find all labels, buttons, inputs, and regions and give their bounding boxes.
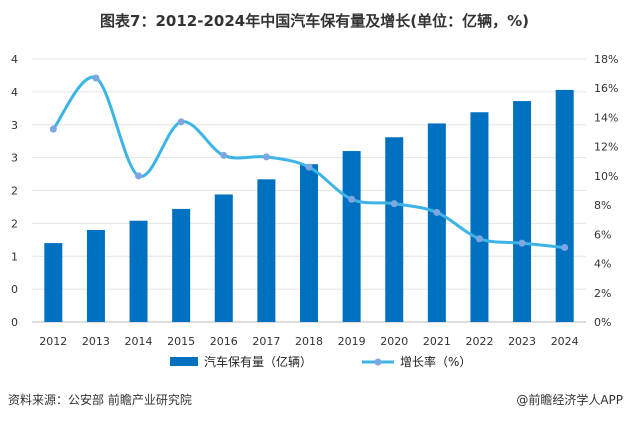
growth-point-2021 [433, 208, 441, 216]
growth-point-2023 [518, 239, 526, 247]
right-tick-label: 12% [594, 141, 618, 154]
x-tick-label: 2017 [252, 335, 280, 348]
bar-2024 [555, 89, 574, 322]
x-tick-label: 2021 [423, 335, 451, 348]
legend-bar-swatch [170, 357, 198, 366]
bar-2018 [300, 164, 318, 322]
x-tick-label: 2019 [338, 335, 366, 348]
x-tick-label: 2013 [82, 335, 110, 348]
growth-point-2016 [220, 151, 228, 159]
legend-line-label: 增长率（%） [400, 355, 472, 369]
chart-title: 图表7：2012-2024年中国汽车保有量及增长(单位：亿辆，%) [100, 12, 529, 30]
x-tick-label: 2016 [210, 335, 238, 348]
right-tick-label: 8% [594, 199, 611, 212]
x-tick-label: 2018 [295, 335, 323, 348]
growth-point-2014 [135, 172, 143, 180]
x-tick-label: 2012 [39, 335, 67, 348]
bar-2012 [44, 243, 63, 322]
x-tick-label: 2015 [167, 335, 195, 348]
bar-2020 [385, 137, 404, 322]
left-tick-label: 4 [11, 86, 18, 99]
bar-2021 [427, 123, 446, 322]
bar-2013 [86, 229, 105, 322]
bar-2022 [470, 112, 489, 322]
growth-point-2013 [92, 74, 100, 82]
growth-point-2015 [177, 118, 185, 126]
left-tick-label: 2 [11, 217, 18, 230]
left-tick-label: 1 [11, 250, 18, 263]
growth-point-2020 [390, 200, 398, 208]
brand-watermark: @前瞻经济学人APP [516, 393, 623, 407]
legend-line-swatch [362, 358, 395, 365]
bar-2014 [129, 220, 148, 322]
growth-point-2012 [49, 125, 57, 133]
right-tick-label: 10% [594, 170, 618, 183]
x-tick-label: 2022 [465, 335, 493, 348]
right-tick-label: 4% [594, 258, 611, 271]
legend-bar-label: 汽车保有量（亿辆） [204, 355, 313, 369]
x-tick-label: 2024 [551, 335, 579, 348]
right-tick-label: 0% [594, 316, 611, 329]
left-tick-label: 0 [11, 283, 18, 296]
x-tick-label: 2020 [380, 335, 408, 348]
right-tick-label: 2% [594, 287, 611, 300]
bar-2019 [342, 151, 361, 322]
x-tick-label: 2014 [125, 335, 153, 348]
right-tick-label: 18% [594, 53, 618, 66]
left-tick-label: 4 [11, 53, 18, 66]
bar-2015 [172, 208, 191, 322]
right-tick-label: 16% [594, 82, 618, 95]
bar-2017 [257, 179, 276, 322]
growth-point-2019 [348, 195, 356, 203]
bar-2023 [513, 101, 532, 322]
legend: 汽车保有量（亿辆） 增长率（%） [170, 353, 471, 370]
right-tick-label: 6% [594, 228, 611, 241]
growth-point-2018 [305, 163, 313, 171]
source-note: 资料来源：公安部 前瞻产业研究院 [8, 393, 192, 407]
left-tick-label: 3 [11, 119, 18, 132]
x-tick-label: 2023 [508, 335, 536, 348]
bar-2016 [214, 194, 233, 322]
left-tick-label: 0 [11, 316, 18, 329]
left-tick-label: 3 [11, 152, 18, 165]
right-tick-label: 14% [594, 111, 618, 124]
growth-point-2024 [561, 243, 569, 251]
growth-point-2017 [262, 153, 270, 161]
left-tick-label: 2 [11, 185, 18, 198]
growth-point-2022 [475, 235, 483, 243]
